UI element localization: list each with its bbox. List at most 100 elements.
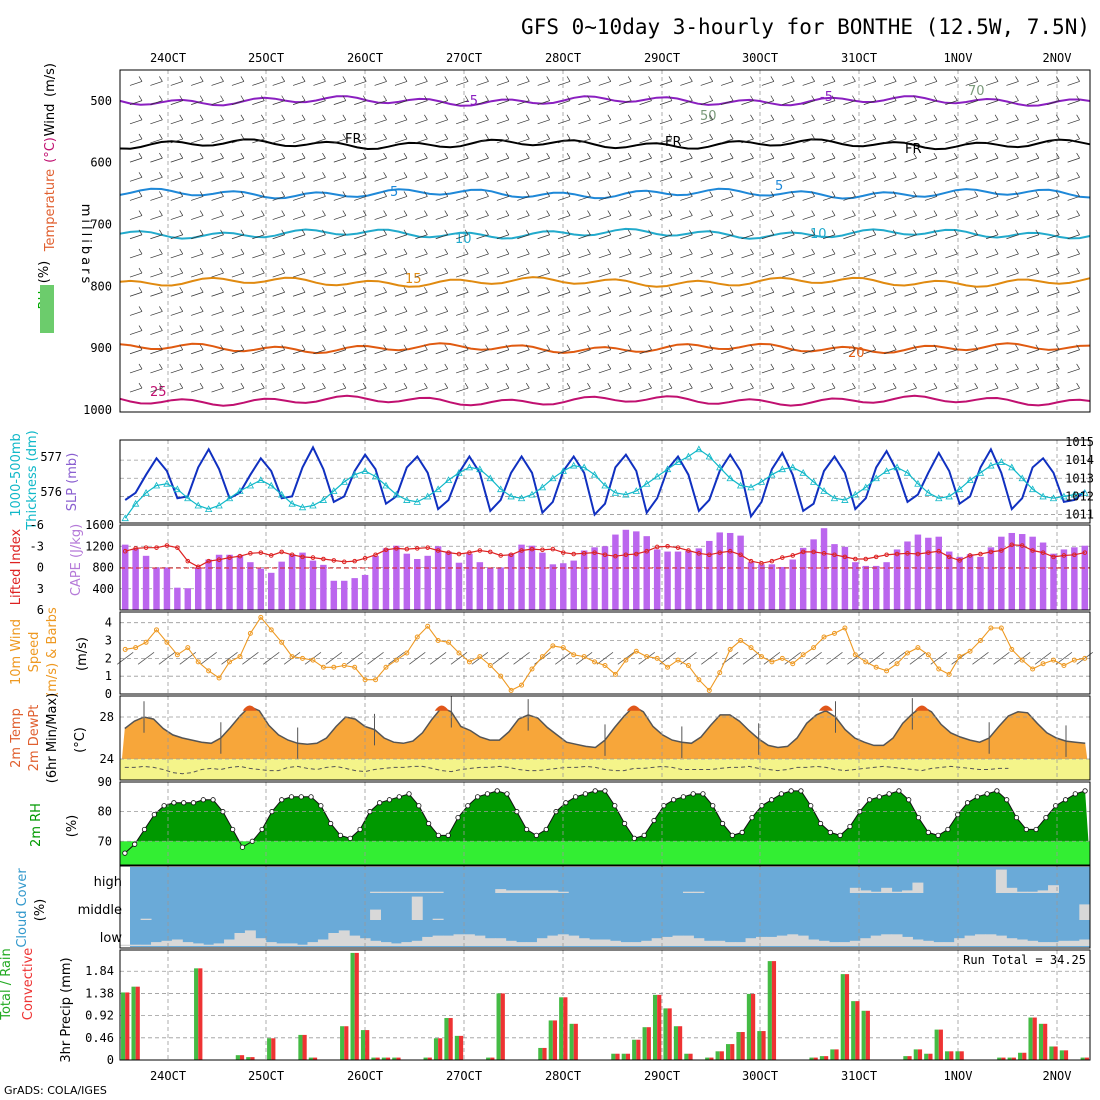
cape-bar	[633, 531, 640, 610]
wind-barb	[904, 368, 917, 374]
precip-total-bar	[392, 1057, 397, 1060]
rh-marker	[357, 826, 363, 833]
wind-barb	[720, 311, 734, 316]
wind-barb-flag	[1055, 172, 1060, 178]
wind-barb	[884, 81, 897, 86]
wind-barb	[354, 311, 367, 316]
wind-barb-flag	[689, 344, 693, 350]
wind-barb	[822, 368, 836, 374]
wind-barb-flag	[831, 95, 836, 101]
wind-barb-flag	[1076, 287, 1080, 293]
wind-barb	[313, 176, 326, 182]
wind-barb-flag	[709, 363, 714, 370]
wind-barb-flag	[709, 267, 714, 274]
wind-barb-flag	[587, 306, 591, 312]
wind-speed-marker	[237, 654, 243, 660]
wind-barb-flag	[709, 152, 714, 159]
bottom-date-label: 30OCT	[742, 1069, 778, 1083]
wind-barb-flag	[424, 210, 428, 216]
wind-barb-flag	[1035, 114, 1040, 120]
wind-barb	[272, 81, 285, 86]
wind-barb	[985, 100, 999, 105]
wind-barb-flag	[383, 229, 387, 235]
wind-barb-flag	[444, 152, 449, 159]
wind-barb-flag	[790, 191, 795, 197]
thickness-marker	[351, 470, 359, 478]
wind-barb	[252, 272, 265, 278]
wind-barb	[1006, 368, 1019, 374]
wind-speed-marker	[550, 643, 556, 649]
wind-barb-flag	[729, 344, 734, 350]
wind-barb	[231, 100, 245, 105]
wind-barb-flag	[342, 248, 347, 255]
wind-speed-marker	[1061, 662, 1067, 668]
wind-barb	[476, 81, 489, 86]
side-label: Total / Rain	[0, 948, 14, 1021]
wind-speed-marker	[1040, 661, 1046, 667]
wind-barb-flag	[281, 191, 285, 197]
wind-barb	[191, 234, 204, 240]
wind-barb-flag	[403, 248, 408, 255]
wind-barb-flag	[199, 267, 204, 274]
wind-barb	[191, 138, 204, 144]
wind-barb-flag	[627, 267, 632, 274]
wind-barb	[191, 119, 204, 125]
rh-marker	[190, 800, 197, 806]
wind-barb	[578, 196, 591, 201]
wind-barb	[476, 138, 489, 144]
lifted-index-marker	[581, 551, 587, 556]
temp-unit-label: (°C)	[73, 727, 88, 753]
wind-barb	[517, 215, 530, 220]
wind-barb	[231, 215, 245, 220]
precip-convective-bar	[312, 1057, 318, 1060]
wind-barb-flag	[974, 325, 979, 331]
wind-barb-flag	[974, 287, 979, 293]
wind-barb	[598, 138, 611, 144]
wind-barb	[985, 349, 999, 355]
wind-barb-flag	[322, 152, 326, 159]
wind-barb	[476, 234, 489, 240]
wind-barb	[415, 176, 428, 182]
wind-barb	[1067, 311, 1080, 316]
wind-barb	[985, 291, 999, 297]
wind-speed-marker	[1030, 666, 1036, 672]
wind-barb-flag	[505, 287, 510, 293]
wind-speed-marker	[863, 659, 869, 665]
lifted-index-marker	[707, 552, 712, 558]
rh-marker	[592, 788, 598, 794]
wind-barb	[822, 291, 836, 297]
wind-barb	[252, 100, 265, 105]
wind-barb-flag	[872, 344, 877, 350]
wind-barb	[619, 291, 632, 297]
wind-barb	[1067, 119, 1080, 125]
wind-barb	[537, 157, 550, 163]
cloud-bar-low	[1068, 940, 1080, 946]
wind-barb	[129, 291, 143, 297]
wind-barb-flag	[546, 344, 550, 350]
wind-barb	[761, 349, 774, 355]
thickness-marker	[340, 478, 348, 485]
wind-barb-flag	[994, 267, 999, 274]
wind-barb-flag	[199, 76, 204, 82]
wind-barb	[761, 368, 774, 374]
wind-barb-flag	[220, 133, 224, 140]
rh-tick-label: 80	[98, 805, 112, 819]
wind-barb	[170, 368, 183, 374]
cloud-bar-high	[547, 890, 559, 893]
wind-barb-flag	[1015, 248, 1019, 255]
precip-total-bar	[454, 1035, 459, 1060]
wind-barb-flag	[648, 210, 652, 216]
cloud-bar-high	[860, 890, 872, 893]
wind-barb-flag	[362, 363, 367, 370]
wind-barb	[313, 311, 326, 316]
cloud-bar-high	[536, 890, 548, 893]
thickness-marker	[851, 490, 859, 498]
wind-barb-flag	[240, 267, 245, 274]
precip-convective-bar	[719, 1051, 724, 1060]
pressure-tick-label: 500	[90, 94, 112, 108]
wind-barb-flag	[546, 152, 550, 159]
wind-barb	[394, 119, 408, 125]
wind-barb-flag	[607, 133, 612, 140]
